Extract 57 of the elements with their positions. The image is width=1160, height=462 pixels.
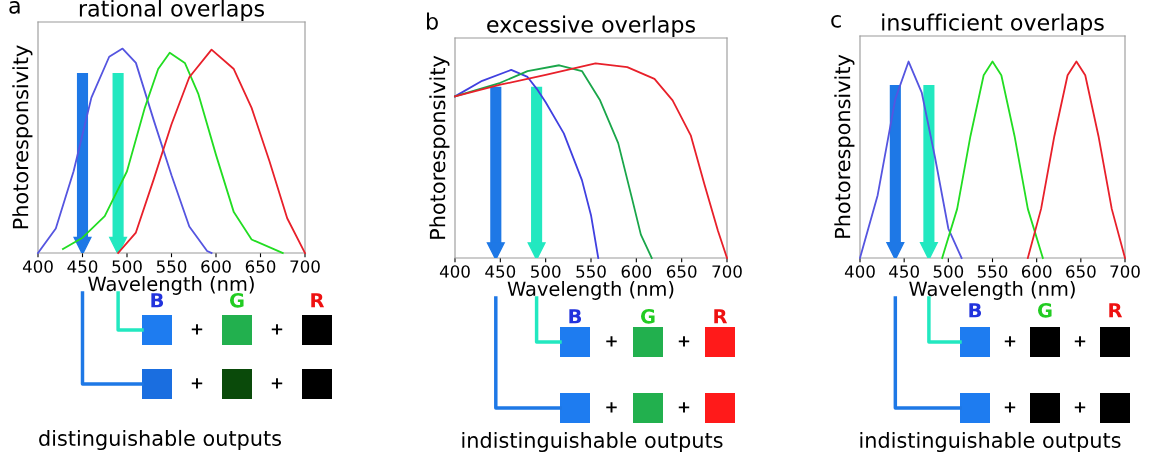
text: c [831, 14, 841, 28]
x-tick-label: 450 [485, 265, 516, 278]
text: + [1074, 336, 1086, 347]
x-tick-label: 500 [531, 265, 561, 278]
x-tick-label: 550 [977, 265, 1008, 278]
x-tick-label: 700 [712, 265, 742, 278]
x-tick-label: 550 [156, 260, 187, 273]
text: + [271, 324, 283, 335]
text: a [9, 0, 20, 14]
text: G [1037, 302, 1052, 318]
text: R [1109, 303, 1123, 318]
text: b [427, 12, 438, 30]
x-tick-label: 400 [22, 260, 53, 273]
text: + [191, 324, 203, 335]
x-tick-label: 600 [201, 260, 231, 273]
x-tick-label: 450 [67, 260, 98, 273]
text: + [1074, 402, 1086, 413]
text: B [969, 303, 982, 318]
x-tick-label: 650 [666, 265, 697, 278]
text: R [311, 293, 325, 308]
x-tick-label: 700 [1110, 265, 1140, 278]
text: + [1004, 402, 1016, 413]
text: G [229, 292, 244, 308]
x-axis-title: Wavelength (nm) [909, 281, 1075, 300]
x-tick-label: 450 [889, 265, 919, 278]
x-tick-label: 600 [621, 265, 652, 278]
text: + [678, 336, 690, 347]
y-axis-title: Photoresponsivity [834, 54, 855, 238]
text: distinguishable outputs [39, 429, 282, 451]
x-tick-label: 700 [290, 260, 320, 273]
text: + [191, 378, 203, 389]
text: B [151, 293, 164, 308]
text: + [606, 336, 617, 347]
x-tick-label: 400 [439, 265, 470, 278]
x-axis-title: Wavelength (nm) [88, 276, 254, 295]
chart-title: rational overlaps [79, 0, 265, 22]
chart-title: excessive overlaps [487, 15, 695, 38]
chart-title: insufficient overlaps [882, 13, 1104, 36]
text: + [678, 402, 690, 413]
text: indistinguishable outputs [860, 431, 1121, 453]
x-tick-label: 550 [576, 265, 606, 278]
text: + [606, 402, 617, 413]
y-axis-title: Photoresponsivity [12, 45, 33, 229]
x-tick-label: 650 [1066, 265, 1096, 278]
x-tick-label: 600 [1021, 265, 1052, 278]
x-tick-label: 650 [245, 260, 276, 273]
text: indistinguishable outputs [462, 431, 723, 453]
text: R [714, 309, 728, 324]
x-axis-title: Wavelength (nm) [507, 281, 674, 300]
x-tick-label: 500 [933, 265, 964, 278]
x-tick-label: 500 [112, 260, 142, 273]
text: G [640, 308, 655, 324]
text: B [569, 309, 582, 324]
text: + [271, 378, 283, 389]
x-tick-label: 400 [844, 265, 875, 278]
y-axis-title: Photoresponsivity [429, 55, 450, 239]
text: + [1004, 336, 1016, 347]
